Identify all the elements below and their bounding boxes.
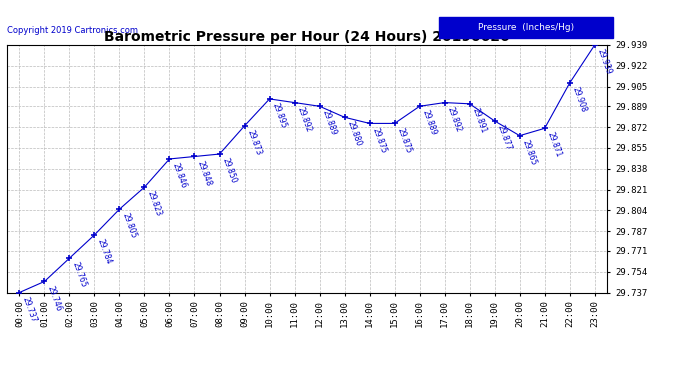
Text: 29.877: 29.877 bbox=[496, 124, 513, 152]
Text: Copyright 2019 Cartronics.com: Copyright 2019 Cartronics.com bbox=[7, 26, 138, 35]
Pressure  (Inches/Hg) bbox=[90, 232, 99, 237]
Pressure  (Inches/Hg) bbox=[415, 104, 424, 108]
Pressure  (Inches/Hg) bbox=[115, 207, 124, 212]
Pressure  (Inches/Hg) bbox=[366, 121, 374, 126]
Pressure  (Inches/Hg) bbox=[15, 290, 23, 295]
Text: 29.737: 29.737 bbox=[21, 295, 39, 323]
Pressure  (Inches/Hg) bbox=[290, 100, 299, 105]
Text: 29.939: 29.939 bbox=[596, 48, 613, 76]
Text: 29.880: 29.880 bbox=[346, 120, 364, 148]
Pressure  (Inches/Hg) bbox=[540, 126, 549, 130]
Text: Pressure  (Inches/Hg): Pressure (Inches/Hg) bbox=[478, 22, 574, 32]
Text: 29.865: 29.865 bbox=[521, 138, 539, 166]
FancyBboxPatch shape bbox=[439, 17, 613, 38]
Title: Barometric Pressure per Hour (24 Hours) 20190626: Barometric Pressure per Hour (24 Hours) … bbox=[104, 30, 510, 44]
Text: 29.848: 29.848 bbox=[196, 159, 213, 187]
Text: 29.892: 29.892 bbox=[446, 105, 464, 133]
Text: 29.895: 29.895 bbox=[271, 102, 288, 130]
Text: 29.846: 29.846 bbox=[171, 162, 188, 190]
Text: 29.908: 29.908 bbox=[571, 86, 589, 114]
Pressure  (Inches/Hg) bbox=[466, 102, 474, 106]
Pressure  (Inches/Hg) bbox=[391, 121, 399, 126]
Pressure  (Inches/Hg) bbox=[240, 124, 248, 128]
Text: 29.746: 29.746 bbox=[46, 284, 63, 312]
Pressure  (Inches/Hg) bbox=[40, 279, 48, 284]
Text: 29.784: 29.784 bbox=[96, 238, 113, 266]
Text: 29.889: 29.889 bbox=[321, 109, 338, 137]
Pressure  (Inches/Hg) bbox=[190, 154, 199, 159]
Text: 29.823: 29.823 bbox=[146, 190, 164, 218]
Text: 29.892: 29.892 bbox=[296, 105, 313, 133]
Pressure  (Inches/Hg) bbox=[266, 97, 274, 101]
Text: 29.765: 29.765 bbox=[71, 261, 88, 289]
Text: 29.875: 29.875 bbox=[396, 126, 413, 154]
Text: 29.850: 29.850 bbox=[221, 157, 239, 185]
Text: 29.871: 29.871 bbox=[546, 131, 564, 159]
Pressure  (Inches/Hg) bbox=[566, 81, 574, 85]
Pressure  (Inches/Hg) bbox=[215, 152, 224, 156]
Pressure  (Inches/Hg) bbox=[166, 157, 174, 161]
Line: Pressure  (Inches/Hg): Pressure (Inches/Hg) bbox=[16, 42, 598, 296]
Text: 29.875: 29.875 bbox=[371, 126, 388, 154]
Pressure  (Inches/Hg) bbox=[491, 119, 499, 123]
Text: 29.805: 29.805 bbox=[121, 212, 139, 240]
Text: 29.889: 29.889 bbox=[421, 109, 438, 137]
Pressure  (Inches/Hg) bbox=[340, 115, 348, 120]
Pressure  (Inches/Hg) bbox=[591, 43, 599, 47]
Pressure  (Inches/Hg) bbox=[440, 100, 449, 105]
Pressure  (Inches/Hg) bbox=[515, 134, 524, 138]
Text: 29.891: 29.891 bbox=[471, 106, 489, 135]
Pressure  (Inches/Hg) bbox=[66, 256, 74, 261]
Pressure  (Inches/Hg) bbox=[140, 185, 148, 189]
Pressure  (Inches/Hg) bbox=[315, 104, 324, 108]
Text: 29.873: 29.873 bbox=[246, 129, 264, 157]
